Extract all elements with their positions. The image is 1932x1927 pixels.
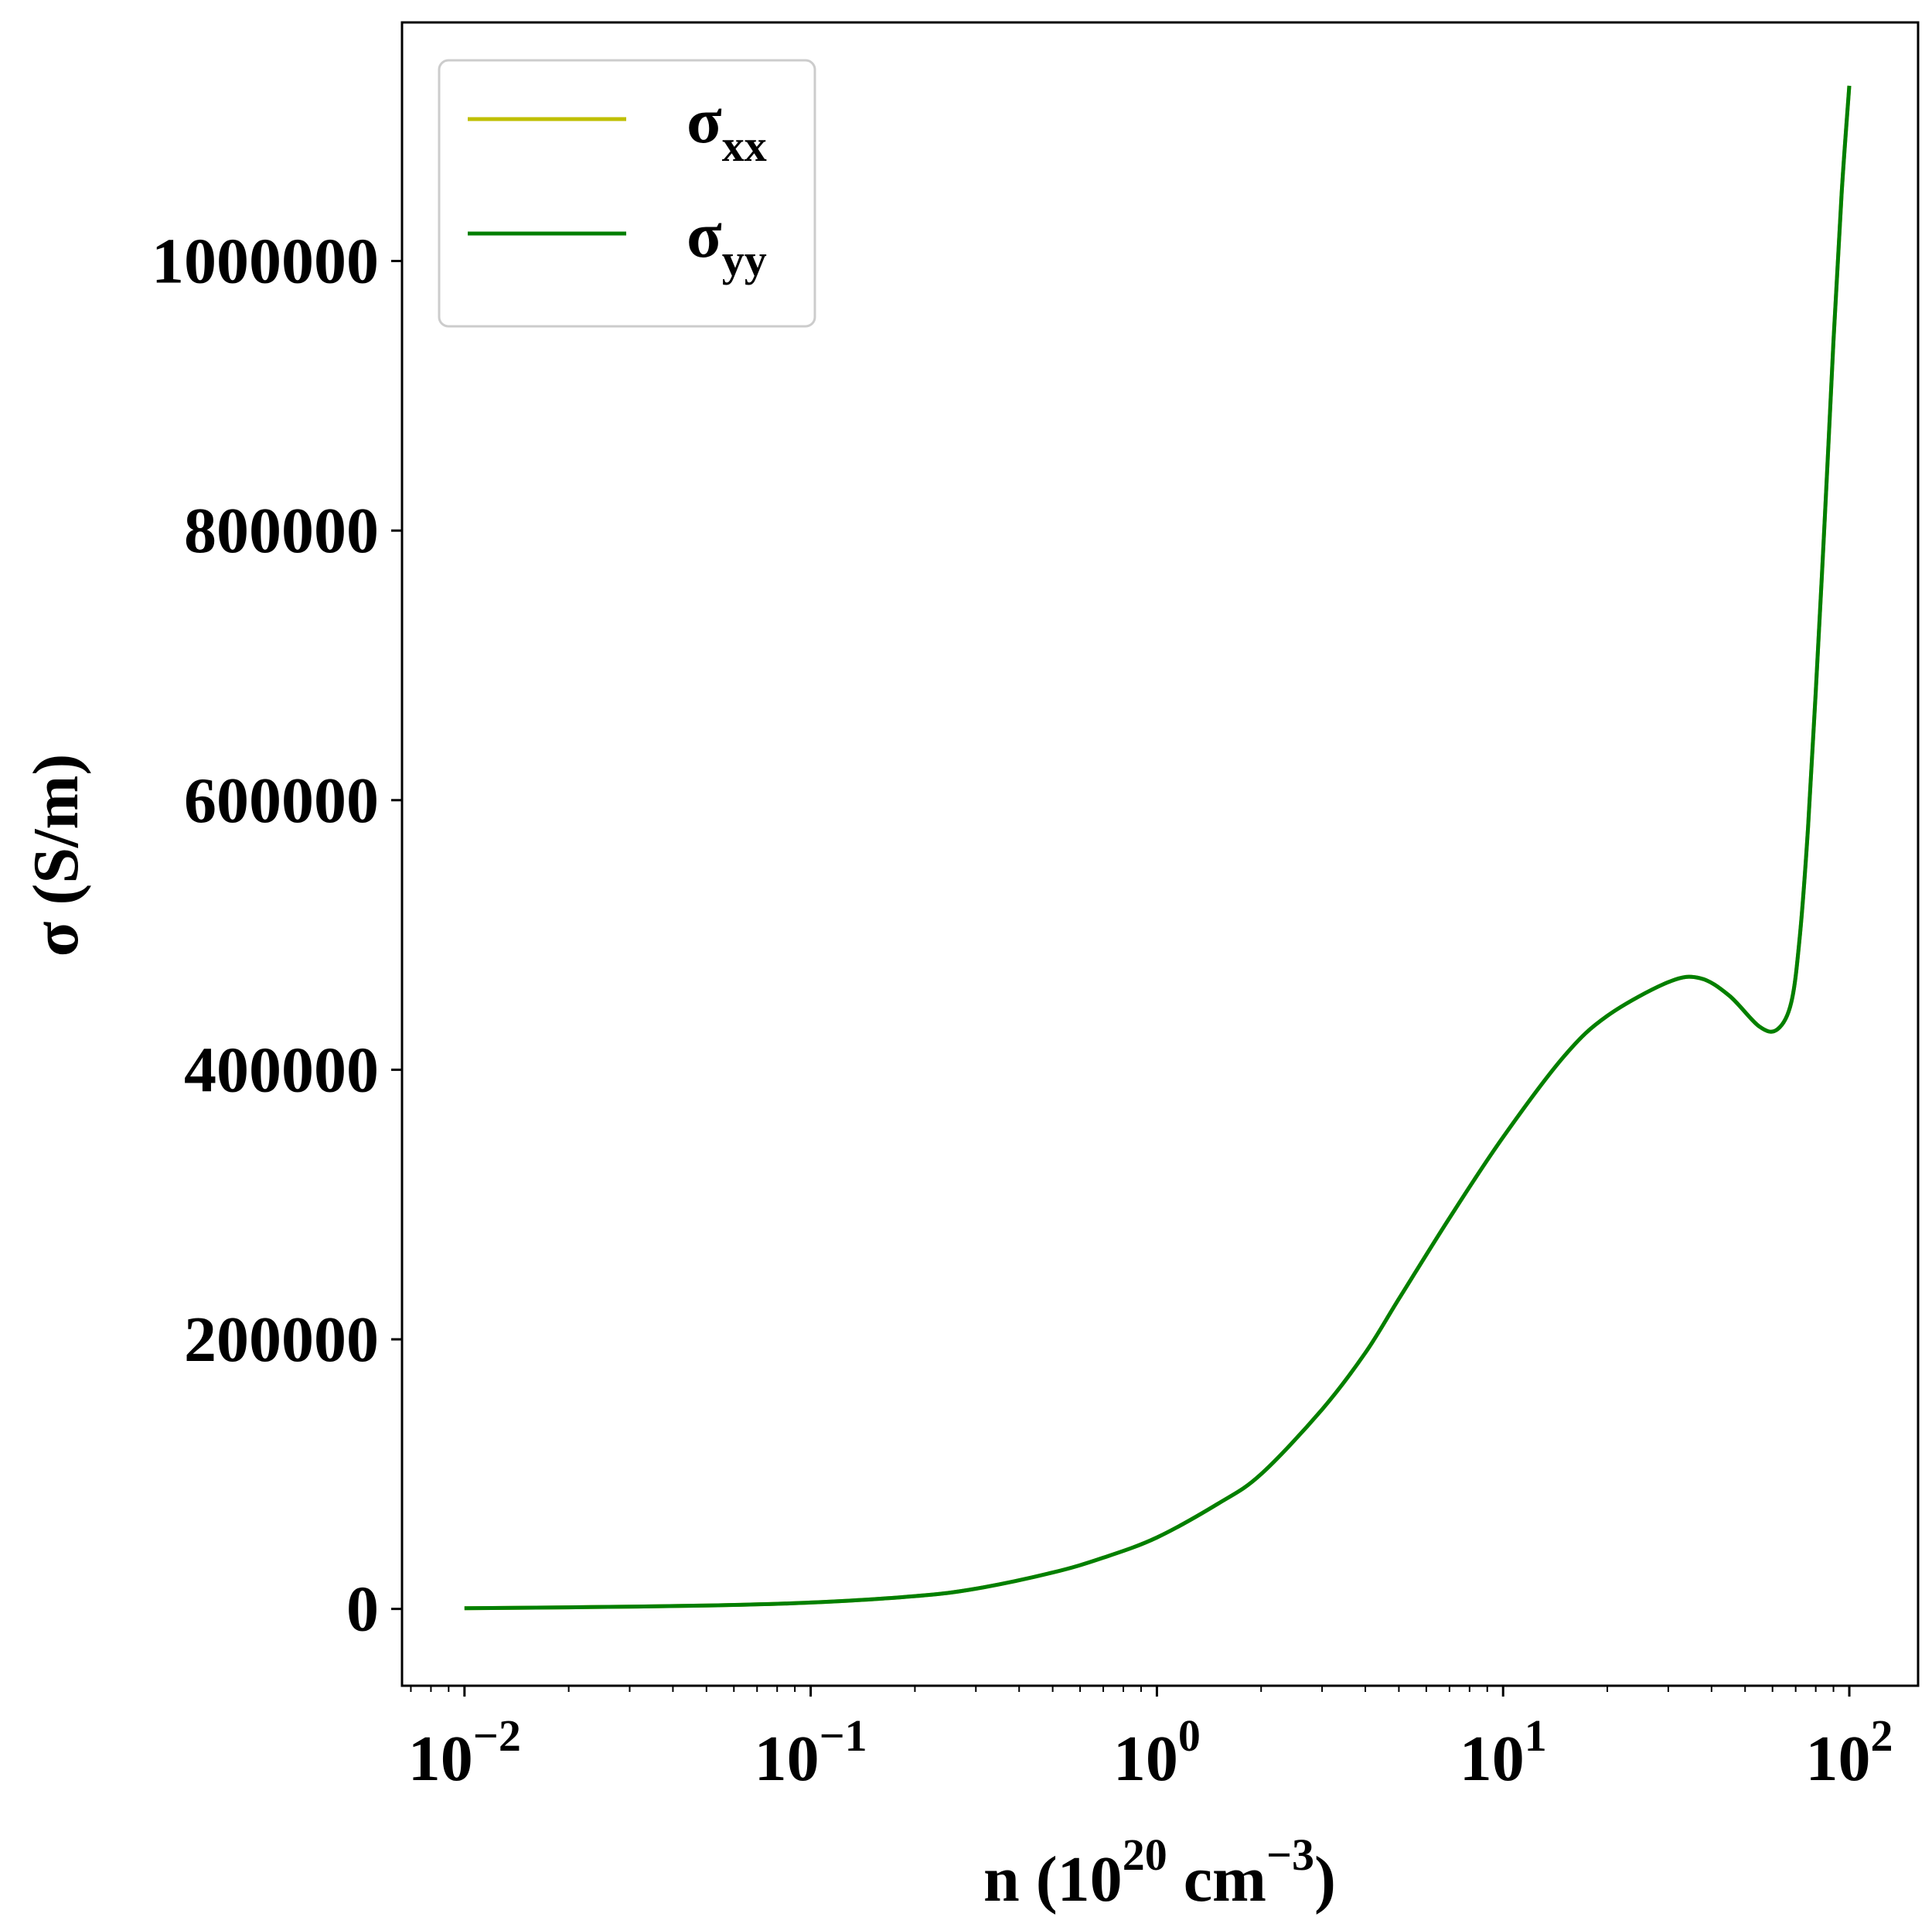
y-tick-label: 0	[346, 1574, 379, 1646]
y-tick-label: 400000	[184, 1034, 379, 1106]
x-axis-title-mid: cm	[1167, 1843, 1266, 1915]
x-axis-title-end: )	[1314, 1843, 1336, 1915]
y-axis-ticks: 0 200000 400000 600000 800000 1000000	[152, 226, 402, 1646]
y-tick-label: 200000	[184, 1304, 379, 1376]
x-tick-label: 10−2	[408, 1710, 521, 1795]
legend: σxx σyy	[438, 59, 816, 328]
x-axis-title-exp1: 20	[1123, 1830, 1167, 1880]
y-axis-title: σ (S/m)	[20, 754, 92, 957]
legend-label-sigma-xx: σxx	[687, 85, 767, 171]
x-tick-label: 10−1	[755, 1710, 867, 1795]
legend-label-sigma-yy-base: σ	[687, 200, 722, 271]
x-axis-title-exp2: −3	[1266, 1830, 1314, 1880]
plot-frame	[400, 21, 1920, 1687]
legend-box	[438, 59, 816, 328]
x-axis-ticks: 10−2 10−1 100 101 102	[408, 1686, 1893, 1795]
y-tick-label: 800000	[184, 495, 379, 567]
y-axis-title-group: σ (S/m)	[20, 754, 92, 957]
series-line-yy	[464, 85, 1852, 1611]
x-tick-label: 100	[1113, 1710, 1201, 1795]
x-tick-label: 101	[1460, 1710, 1547, 1795]
legend-label-sigma-xx-sub: xx	[722, 121, 767, 171]
series-lines	[464, 85, 1852, 1611]
x-axis-title-base: n (10	[983, 1843, 1123, 1915]
x-axis-title: n (1020 cm−3)	[983, 1830, 1336, 1915]
legend-label-sigma-xx-base: σ	[687, 85, 722, 157]
y-tick-label: 600000	[184, 765, 379, 837]
legend-label-sigma-yy-sub: yy	[722, 235, 767, 285]
legend-label-sigma-yy: σyy	[687, 200, 767, 285]
y-tick-label: 1000000	[152, 226, 379, 298]
x-tick-label: 102	[1806, 1710, 1893, 1795]
